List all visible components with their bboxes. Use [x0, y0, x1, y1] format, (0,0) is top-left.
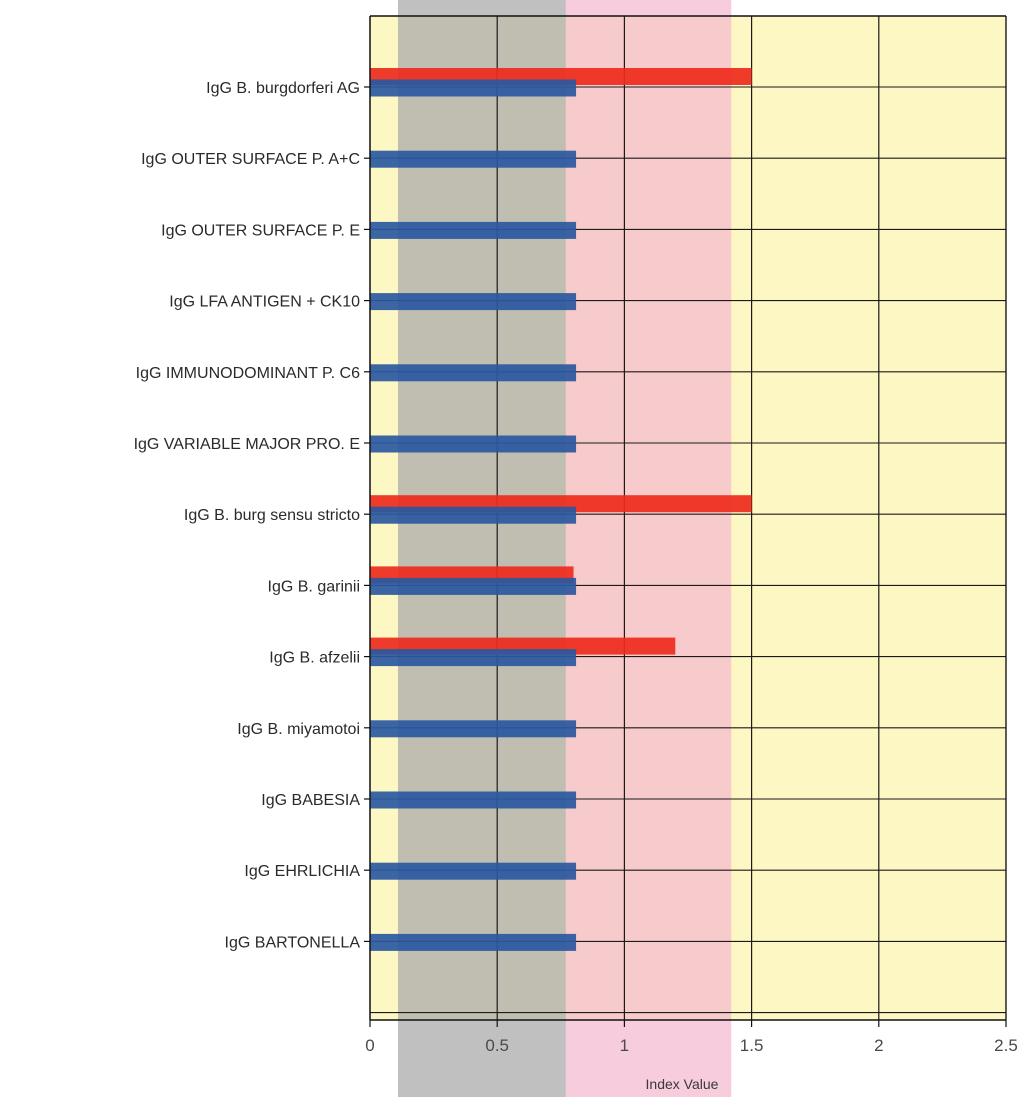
- blue-bar-6: [370, 506, 577, 524]
- x-tick-label-1: 0.5: [485, 1036, 509, 1055]
- reference-band-2: [565, 0, 732, 1097]
- blue-bar-4: [370, 364, 577, 382]
- blue-bar-5: [370, 435, 577, 453]
- blue-bar-9: [370, 720, 577, 738]
- x-tick-label-3: 1.5: [740, 1036, 764, 1055]
- bars-layer: [370, 68, 752, 951]
- category-label-10: IgG BABESIA: [261, 792, 360, 809]
- blue-bar-8: [370, 649, 577, 667]
- category-labels-layer: IgG B. burgdorferi AG IgG OUTER SURFACE P…: [134, 80, 361, 951]
- axes-layer: [364, 15, 1007, 1027]
- reference-bands-layer: [397, 0, 732, 1097]
- blue-bar-2: [370, 221, 577, 239]
- blue-bar-11: [370, 862, 577, 880]
- category-label-9: IgG B. miyamotoi: [237, 721, 360, 738]
- category-label-11: IgG EHRLICHIA: [244, 863, 360, 880]
- category-label-1: IgG OUTER SURFACE P. A+C: [141, 151, 360, 168]
- gridlines-layer: [369, 16, 1007, 1020]
- x-tick-label-5: 2.5: [994, 1036, 1018, 1055]
- reference-band-1: [397, 0, 566, 1097]
- blue-bar-12: [370, 933, 577, 951]
- blue-bar-3: [370, 293, 577, 311]
- category-label-3: IgG LFA ANTIGEN + CK10: [169, 294, 360, 311]
- category-label-4: IgG IMMUNODOMINANT P. C6: [136, 365, 360, 382]
- blue-bar-7: [370, 577, 577, 595]
- x-tick-label-4: 2: [874, 1036, 883, 1055]
- category-label-6: IgG B. burg sensu stricto: [184, 507, 360, 524]
- x-tick-label-2: 1: [620, 1036, 629, 1055]
- x-axis-title: Index Value: [646, 1076, 719, 1092]
- blue-bar-10: [370, 791, 577, 809]
- blue-bar-1: [370, 150, 577, 168]
- category-label-0: IgG B. burgdorferi AG: [206, 80, 360, 97]
- category-label-7: IgG B. garinii: [268, 578, 360, 595]
- category-label-5: IgG VARIABLE MAJOR PRO. E: [134, 436, 360, 453]
- x-tick-label-0: 0: [365, 1036, 374, 1055]
- category-label-12: IgG BARTONELLA: [225, 934, 361, 951]
- category-label-8: IgG B. afzelii: [269, 650, 360, 667]
- category-label-2: IgG OUTER SURFACE P. E: [161, 222, 360, 239]
- x-tick-labels-layer: 0 0.5 1 1.5 2 2.5: [365, 1036, 1018, 1055]
- blue-bar-0: [370, 79, 577, 97]
